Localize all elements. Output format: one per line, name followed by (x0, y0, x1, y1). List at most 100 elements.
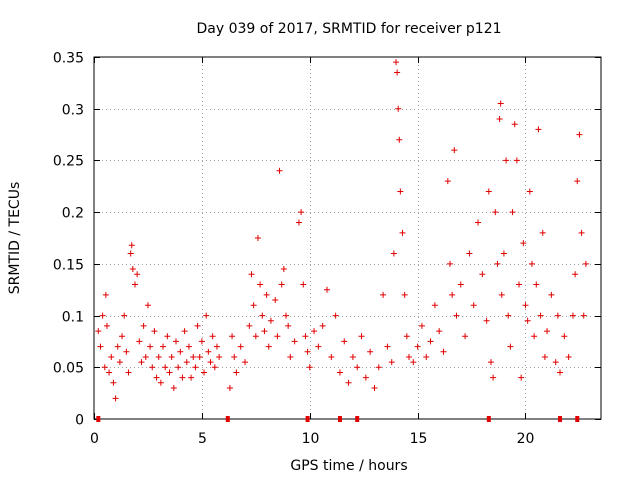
plot-frame (93, 56, 602, 420)
data-point (548, 291, 555, 298)
data-point (194, 322, 201, 329)
data-point (524, 317, 531, 324)
data-point (319, 322, 326, 329)
data-point (354, 364, 361, 371)
data-point (528, 260, 535, 267)
data-point (233, 369, 240, 376)
data-point (522, 302, 529, 309)
data-point (516, 281, 523, 288)
data-point (475, 219, 482, 226)
data-point (142, 353, 149, 360)
data-point (144, 302, 151, 309)
data-point (544, 328, 551, 335)
data-point (181, 328, 188, 335)
data-point (110, 379, 117, 386)
data-point (278, 281, 285, 288)
data-point (170, 384, 177, 391)
data-point (362, 374, 369, 381)
data-point (483, 317, 490, 324)
data-point (265, 343, 272, 350)
data-point (410, 359, 417, 366)
data-point (248, 271, 255, 278)
data-point (554, 312, 561, 319)
data-point (393, 59, 400, 66)
data-point (149, 364, 156, 371)
data-point (479, 271, 486, 278)
data-point (242, 359, 249, 366)
data-point (127, 250, 134, 257)
y-axis-label: SRMTID / TECUs (7, 182, 23, 295)
data-point (129, 266, 136, 273)
data-point (298, 209, 305, 216)
data-point (172, 338, 179, 345)
data-point (494, 260, 501, 267)
data-point (295, 219, 302, 226)
y-tick-label: 0.35 (53, 51, 84, 67)
data-point (252, 333, 259, 340)
data-point (576, 131, 583, 138)
data-point (192, 364, 199, 371)
data-point (444, 178, 451, 185)
data-point (580, 312, 587, 319)
data-point (306, 364, 313, 371)
data-point (166, 369, 173, 376)
data-point (380, 291, 387, 298)
data-point (388, 359, 395, 366)
axis-marker (558, 416, 563, 422)
data-point (418, 322, 425, 329)
data-point (155, 353, 162, 360)
data-point (261, 328, 268, 335)
data-point (138, 359, 145, 366)
data-point (507, 343, 514, 350)
data-point (196, 353, 203, 360)
data-point (213, 343, 220, 350)
marker-layer (96, 416, 580, 422)
data-point (114, 343, 121, 350)
data-point (490, 374, 497, 381)
data-point (188, 374, 195, 381)
data-point (572, 271, 579, 278)
data-point (102, 291, 109, 298)
data-point (302, 333, 309, 340)
data-point (157, 379, 164, 386)
data-point (101, 364, 108, 371)
data-point (205, 348, 212, 355)
data-point (503, 157, 510, 164)
data-point (487, 359, 494, 366)
data-point (311, 328, 318, 335)
data-point (151, 328, 158, 335)
data-point (119, 333, 126, 340)
data-point (99, 312, 106, 319)
data-point (216, 353, 223, 360)
axis-marker (225, 416, 230, 422)
data-point (511, 121, 518, 128)
data-point (274, 333, 281, 340)
data-point (451, 147, 458, 154)
data-point (535, 126, 542, 133)
grid-layer (94, 57, 601, 419)
data-point (396, 136, 403, 143)
data-point (384, 343, 391, 350)
data-point (358, 333, 365, 340)
data-point (168, 353, 175, 360)
data-point (231, 353, 238, 360)
data-point (403, 333, 410, 340)
data-point (175, 364, 182, 371)
data-point (125, 369, 132, 376)
data-point (509, 209, 516, 216)
data-point (254, 235, 261, 241)
data-point (470, 302, 477, 309)
chart-title: Day 039 of 2017, SRMTID for receiver p12… (196, 21, 501, 37)
data-point (112, 395, 119, 402)
data-point (209, 333, 216, 340)
data-point (336, 369, 343, 376)
data-point (397, 188, 404, 195)
data-point (436, 328, 443, 335)
data-point (466, 250, 473, 257)
data-point (291, 338, 298, 345)
data-point (272, 297, 279, 304)
data-point (453, 312, 460, 319)
data-point (121, 312, 128, 319)
axis-marker (575, 416, 580, 422)
